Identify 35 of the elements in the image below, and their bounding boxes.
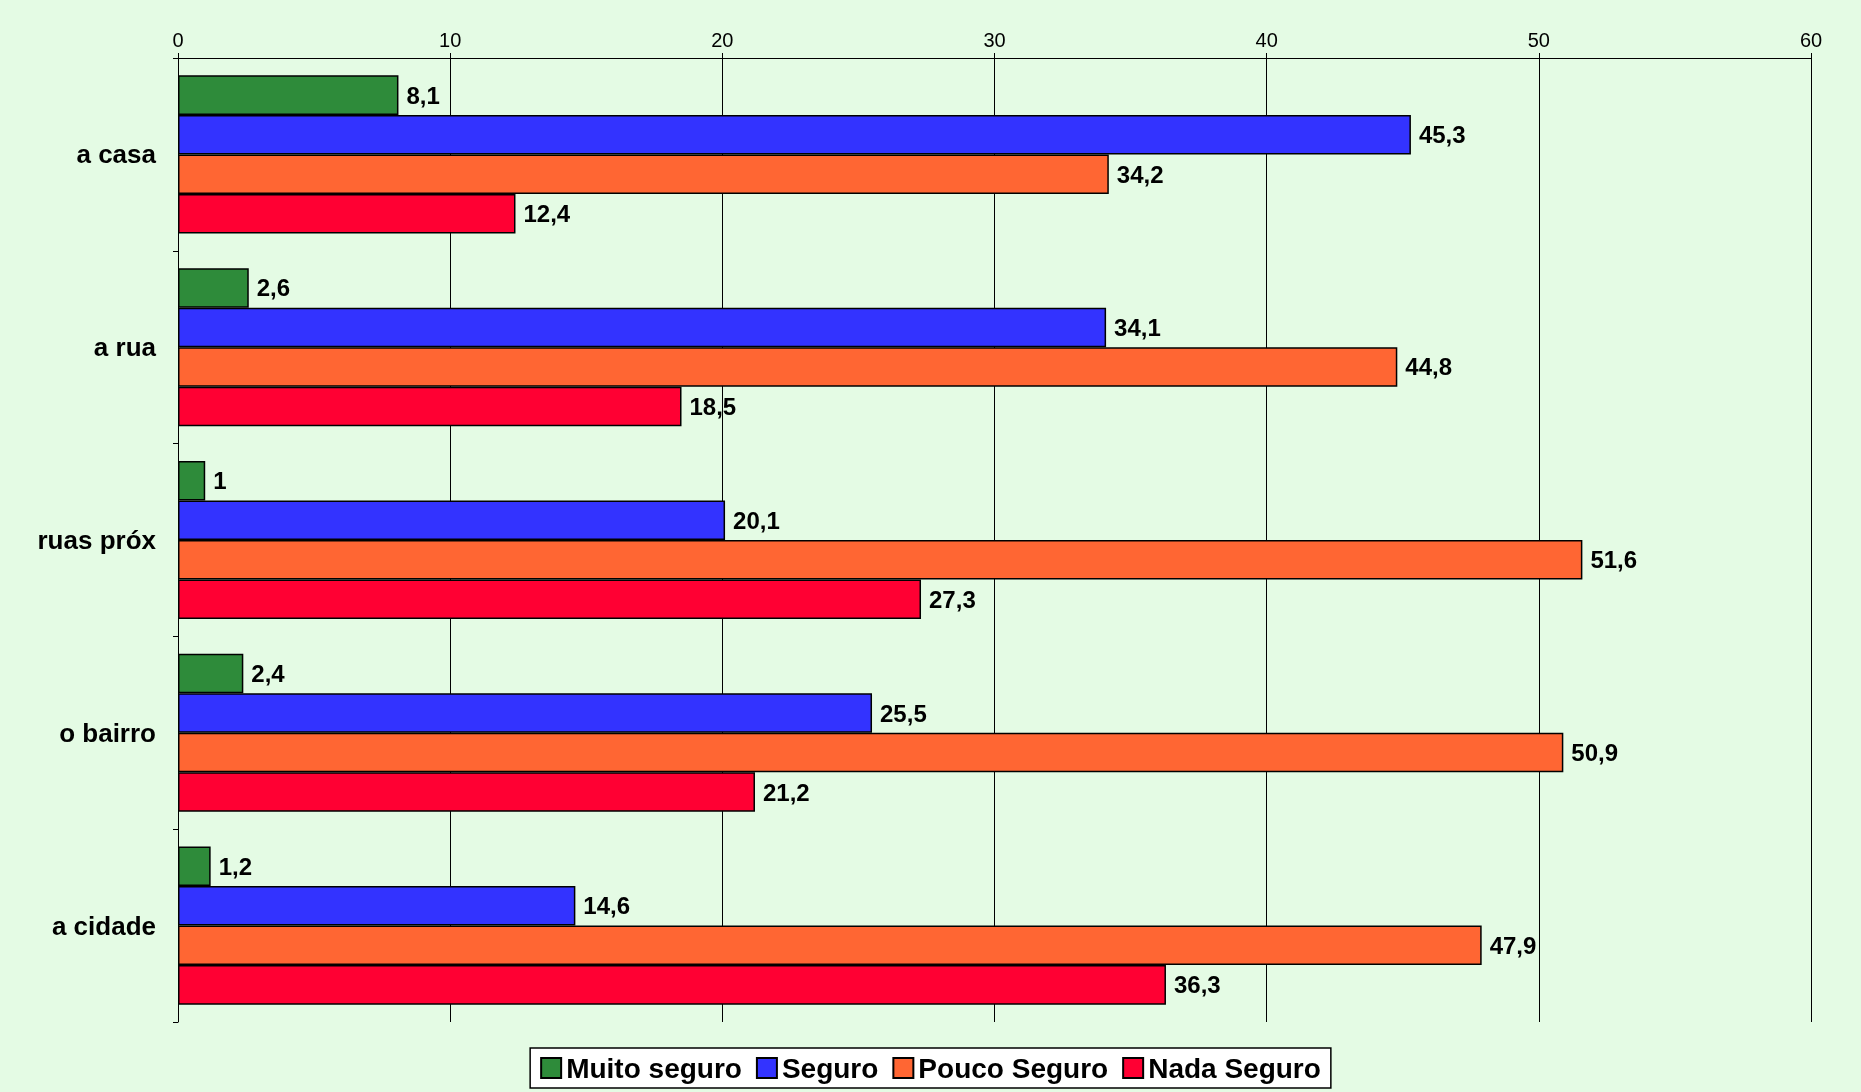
data-label: 51,6 bbox=[1590, 546, 1638, 574]
legend-label: Muito seguro bbox=[566, 1052, 742, 1084]
y-tick-label: a cidade bbox=[51, 910, 156, 941]
data-label: 27,3 bbox=[929, 585, 976, 613]
data-label: 2,4 bbox=[251, 660, 286, 688]
data-label: 14,6 bbox=[583, 892, 631, 920]
legend-label: Pouco Seguro bbox=[918, 1052, 1109, 1084]
x-tick-label: 0 bbox=[172, 29, 184, 51]
data-label: 47,9 bbox=[1489, 931, 1537, 959]
y-tick-label: ruas próx bbox=[37, 525, 157, 555]
data-label: 8,1 bbox=[406, 81, 440, 109]
data-label: 2,6 bbox=[256, 274, 291, 302]
data-label: 12,4 bbox=[523, 200, 571, 228]
data-label: 36,3 bbox=[1173, 971, 1221, 999]
x-tick-label: 60 bbox=[1799, 29, 1823, 51]
data-label: 1,2 bbox=[218, 852, 253, 880]
data-label: 25,5 bbox=[880, 699, 927, 727]
x-tick-label: 10 bbox=[439, 29, 462, 51]
data-label: 1 bbox=[213, 467, 227, 495]
data-label: 34,1 bbox=[1114, 313, 1161, 341]
data-label: 21,2 bbox=[762, 778, 810, 806]
y-tick-label: a casa bbox=[76, 139, 157, 170]
x-tick-label: 30 bbox=[983, 29, 1006, 51]
data-label: 34,2 bbox=[1116, 160, 1164, 188]
legend-label: Nada Seguro bbox=[1148, 1052, 1321, 1084]
data-label: 44,8 bbox=[1405, 353, 1453, 381]
data-label: 20,1 bbox=[733, 506, 780, 534]
legend-label: Seguro bbox=[781, 1052, 879, 1084]
data-label: 45,3 bbox=[1418, 121, 1466, 149]
data-label: 50,9 bbox=[1571, 739, 1619, 767]
y-tick-label: o bairro bbox=[59, 717, 156, 748]
y-tick-label: a rua bbox=[93, 332, 157, 363]
x-tick-label: 20 bbox=[711, 29, 734, 51]
x-tick-label: 50 bbox=[1527, 29, 1550, 51]
x-tick-label: 40 bbox=[1255, 29, 1278, 51]
